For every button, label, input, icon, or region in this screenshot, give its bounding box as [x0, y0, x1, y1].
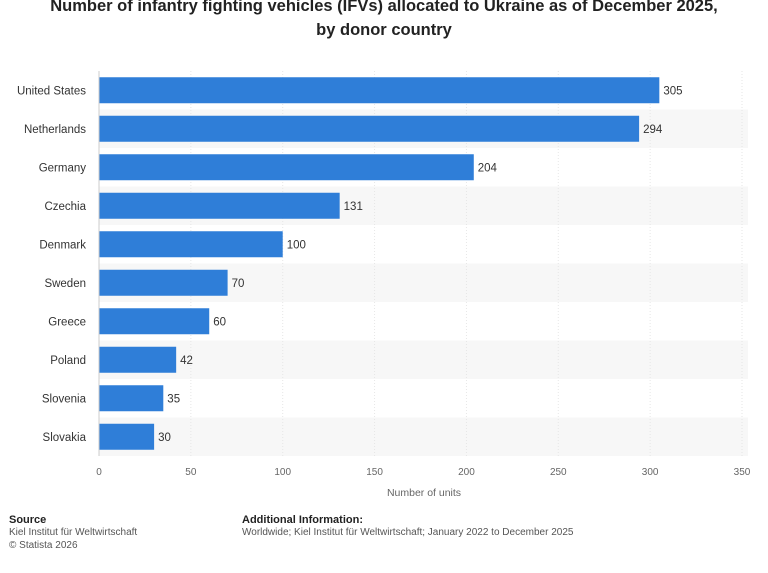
x-tick-label: 50 [185, 467, 197, 478]
category-label: Slovakia [43, 432, 87, 444]
row-band [99, 340, 748, 379]
category-label: Denmark [39, 239, 86, 251]
category-label: Czechia [44, 201, 86, 213]
bar[interactable] [99, 423, 155, 450]
x-tick-label: 0 [96, 467, 102, 478]
data-label: 131 [344, 201, 363, 213]
data-label: 100 [287, 239, 306, 251]
source-name[interactable]: Kiel Institut für Weltwirtschaft [9, 527, 138, 538]
value-labels: 305 294 204 131 100 70 60 42 35 30 [158, 85, 682, 444]
chart-title-line1: Number of infantry fighting vehicles (IF… [50, 0, 718, 15]
bar[interactable] [99, 308, 210, 335]
bar[interactable] [99, 385, 164, 412]
bar[interactable] [99, 115, 640, 142]
chart-title: Number of infantry fighting vehicles (IF… [0, 0, 768, 42]
bar-chart: 305 294 204 131 100 70 60 42 35 30 United States N… [17, 71, 751, 499]
category-label: Greece [48, 316, 86, 328]
category-label: Germany [39, 162, 87, 174]
x-tick-label: 100 [274, 467, 291, 478]
data-label: 70 [232, 278, 245, 290]
copyright[interactable]: © Statista 2026 [9, 539, 78, 551]
x-tick-label: 350 [734, 467, 751, 478]
data-label: 30 [158, 432, 171, 444]
bar[interactable] [99, 154, 474, 181]
category-label: Sweden [44, 278, 86, 290]
x-tick-label: 300 [642, 467, 659, 478]
data-label: 35 [167, 393, 180, 405]
data-label: 204 [478, 162, 498, 174]
bar[interactable] [99, 346, 177, 373]
bar[interactable] [99, 231, 283, 258]
category-label: United States [17, 85, 86, 97]
additional-info-heading: Additional Information: [242, 514, 363, 526]
x-axis-title: Number of units [387, 487, 461, 499]
bar[interactable] [99, 269, 228, 296]
additional-info-text: Worldwide; Kiel Institut für Weltwirtsch… [242, 527, 574, 538]
x-tick-label: 150 [366, 467, 383, 478]
bars [99, 77, 660, 450]
chart-title-line2: by donor country [316, 21, 452, 39]
category-label: Poland [50, 355, 86, 367]
bar[interactable] [99, 77, 660, 104]
data-label: 42 [180, 355, 193, 367]
source-heading: Source [9, 514, 47, 526]
bar[interactable] [99, 192, 340, 219]
additional-info-block: Additional Information: Worldwide; Kiel … [242, 514, 573, 540]
category-label: Slovenia [42, 393, 87, 405]
category-label: Netherlands [24, 124, 86, 136]
data-label: 60 [213, 316, 226, 328]
category-labels: United States Netherlands Germany Czechia De… [17, 85, 87, 444]
grid-lines [190, 71, 743, 456]
row-band [99, 417, 748, 456]
x-axis-ticks: 0 50 100 150 200 250 300 350 [96, 467, 751, 478]
source-block: Source Kiel Institut für Weltwirtschaft … [9, 514, 137, 552]
data-label: 294 [643, 124, 663, 136]
x-tick-label: 250 [550, 467, 567, 478]
x-tick-label: 200 [458, 467, 475, 478]
data-label: 305 [663, 85, 682, 97]
